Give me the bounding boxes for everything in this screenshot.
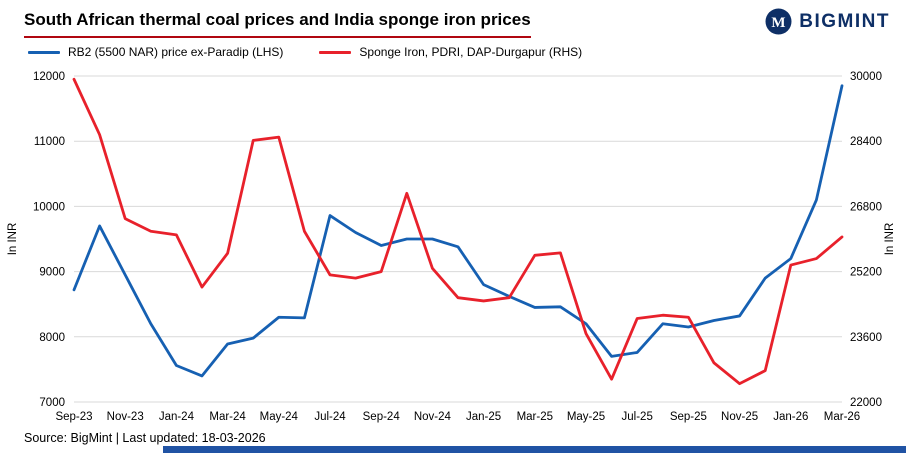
left-axis-tick: 10000 <box>33 201 65 213</box>
chart-legend: RB2 (5500 NAR) price ex-Paradip (LHS) Sp… <box>28 45 582 59</box>
right-axis-tick: 25200 <box>850 267 882 279</box>
x-axis-tick: Nov-24 <box>414 411 452 423</box>
series-line-0 <box>72 84 844 378</box>
x-axis-tick: Nov-25 <box>721 411 758 423</box>
legend-label-sponge-iron: Sponge Iron, PDRI, DAP-Durgapur (RHS) <box>359 45 583 59</box>
legend-item-sponge-iron: Sponge Iron, PDRI, DAP-Durgapur (RHS) <box>319 45 582 59</box>
page-title: South African thermal coal prices and In… <box>24 10 531 38</box>
left-axis-tick: 9000 <box>39 267 65 279</box>
x-axis-tick: Sep-23 <box>55 411 92 423</box>
x-axis-tick: Nov-23 <box>107 411 144 423</box>
bigmint-logo-text: BIGMINT <box>799 10 890 32</box>
left-axis-tick: 12000 <box>33 71 65 83</box>
left-axis-title: In INR <box>7 223 19 256</box>
x-axis-tick: May-24 <box>260 411 299 423</box>
x-axis-tick: Jan-25 <box>466 411 501 423</box>
x-axis-tick: Jan-26 <box>773 411 808 423</box>
x-axis-tick: Mar-25 <box>517 411 553 423</box>
left-axis-tick: 7000 <box>39 397 65 409</box>
right-axis-title: In INR <box>884 223 896 256</box>
right-axis-tick: 23600 <box>850 332 882 344</box>
bigmint-logo-icon: M <box>765 8 792 35</box>
left-axis-tick: 11000 <box>34 136 65 148</box>
bigmint-logo: M BIGMINT <box>765 8 890 35</box>
chart-header: South African thermal coal prices and In… <box>24 10 582 59</box>
series-line-1 <box>72 77 844 386</box>
x-axis-tick: Jul-24 <box>314 411 346 423</box>
left-axis-tick: 8000 <box>39 332 65 344</box>
legend-item-coal: RB2 (5500 NAR) price ex-Paradip (LHS) <box>28 45 283 59</box>
sponge-iron-series-line-marker <box>319 50 352 54</box>
bottom-accent-bar <box>163 446 906 453</box>
x-axis-tick: Jan-24 <box>159 411 195 423</box>
logo-monogram: M <box>772 15 786 31</box>
x-axis-tick: Jul-25 <box>622 411 653 423</box>
legend-label-coal: RB2 (5500 NAR) price ex-Paradip (LHS) <box>68 45 284 59</box>
source-note: Source: BigMint | Last updated: 18-03-20… <box>24 431 266 445</box>
x-axis-tick: Mar-26 <box>824 411 860 423</box>
x-axis-tick: Sep-24 <box>363 411 401 423</box>
x-axis-tick: Mar-24 <box>209 411 246 423</box>
price-trend-chart: 7000 8000 9000 10000 11000 12000 22000 23600 252… <box>7 71 896 423</box>
right-axis-tick: 26800 <box>850 201 882 213</box>
right-axis-tick: 22000 <box>850 397 882 409</box>
x-axis-tick: Sep-25 <box>670 411 707 423</box>
x-axis-tick: May-25 <box>567 411 605 423</box>
right-axis-tick: 28400 <box>850 136 882 148</box>
coal-series-line-marker <box>28 50 60 54</box>
right-axis-tick: 30000 <box>850 71 882 83</box>
